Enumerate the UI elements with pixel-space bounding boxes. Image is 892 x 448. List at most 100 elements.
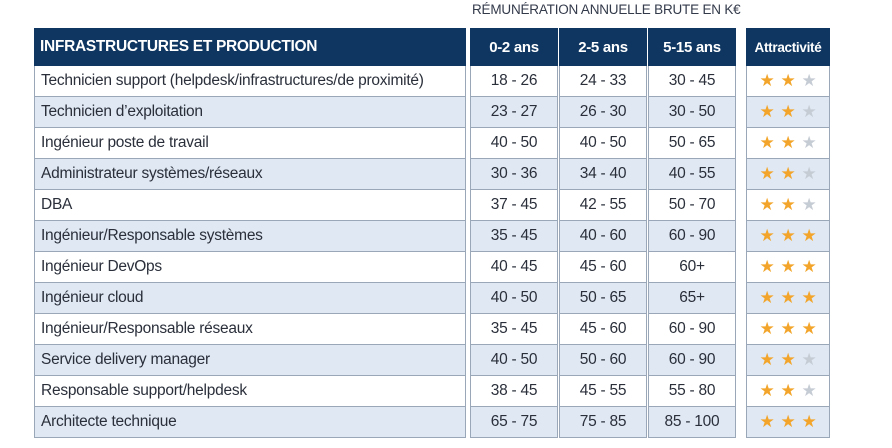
job-title: Ingénieur/Responsable systèmes: [34, 221, 466, 252]
attractivity-rating: ★ ★ ★: [746, 128, 830, 159]
star-filled-icon: ★: [759, 257, 775, 276]
salary-5-15: 55 - 80: [648, 376, 736, 407]
attractivity-rating: ★ ★ ★: [746, 190, 830, 221]
salary-2-5: 40 - 60: [559, 221, 647, 252]
column-gap: [736, 314, 746, 345]
salary-0-2: 37 - 45: [470, 190, 558, 221]
salary-5-15: 60 - 90: [648, 345, 736, 376]
salary-0-2: 65 - 75: [470, 407, 558, 438]
job-title: DBA: [34, 190, 466, 221]
column-gap: [736, 66, 746, 97]
star-filled-icon: ★: [759, 350, 775, 369]
star-empty-icon: ★: [801, 381, 817, 400]
header-2-5-years: 2-5 ans: [559, 28, 647, 66]
star-filled-icon: ★: [759, 133, 775, 152]
star-empty-icon: ★: [801, 133, 817, 152]
salary-0-2: 40 - 50: [470, 345, 558, 376]
star-filled-icon: ★: [780, 257, 796, 276]
star-filled-icon: ★: [801, 319, 817, 338]
star-filled-icon: ★: [801, 257, 817, 276]
salary-5-15: 60 - 90: [648, 221, 736, 252]
salary-2-5: 24 - 33: [559, 66, 647, 97]
salary-0-2: 18 - 26: [470, 66, 558, 97]
salary-0-2: 38 - 45: [470, 376, 558, 407]
attractivity-rating: ★ ★ ★: [746, 221, 830, 252]
salary-2-5: 45 - 60: [559, 314, 647, 345]
star-empty-icon: ★: [801, 164, 817, 183]
salary-0-2: 40 - 45: [470, 252, 558, 283]
attractivity-rating: ★ ★ ★: [746, 376, 830, 407]
header-0-2-years: 0-2 ans: [470, 28, 558, 66]
salary-2-5: 50 - 60: [559, 345, 647, 376]
star-filled-icon: ★: [759, 381, 775, 400]
attractivity-rating: ★ ★ ★: [746, 159, 830, 190]
column-gap: [736, 252, 746, 283]
salary-0-2: 40 - 50: [470, 128, 558, 159]
column-gap: [736, 345, 746, 376]
salary-2-5: 45 - 60: [559, 252, 647, 283]
salary-2-5: 26 - 30: [559, 97, 647, 128]
job-title: Architecte technique: [34, 407, 466, 438]
star-empty-icon: ★: [801, 102, 817, 121]
salary-0-2: 40 - 50: [470, 283, 558, 314]
star-filled-icon: ★: [759, 288, 775, 307]
salary-0-2: 35 - 45: [470, 314, 558, 345]
attractivity-rating: ★ ★ ★: [746, 345, 830, 376]
star-filled-icon: ★: [780, 195, 796, 214]
column-gap: [736, 376, 746, 407]
attractivity-rating: ★ ★ ★: [746, 283, 830, 314]
star-empty-icon: ★: [801, 195, 817, 214]
star-filled-icon: ★: [759, 195, 775, 214]
salary-2-5: 40 - 50: [559, 128, 647, 159]
salary-5-15: 30 - 45: [648, 66, 736, 97]
column-gap: [736, 159, 746, 190]
column-gap: [736, 28, 746, 66]
attractivity-rating: ★ ★ ★: [746, 314, 830, 345]
job-title: Ingénieur/Responsable réseaux: [34, 314, 466, 345]
star-filled-icon: ★: [780, 102, 796, 121]
attractivity-rating: ★ ★ ★: [746, 97, 830, 128]
header-5-15-years: 5-15 ans: [648, 28, 736, 66]
column-gap: [736, 190, 746, 221]
job-title: Service delivery manager: [34, 345, 466, 376]
job-title: Ingénieur DevOps: [34, 252, 466, 283]
salary-5-15: 85 - 100: [648, 407, 736, 438]
salary-5-15: 30 - 50: [648, 97, 736, 128]
salary-5-15: 60 - 90: [648, 314, 736, 345]
job-title: Ingénieur cloud: [34, 283, 466, 314]
salary-5-15: 60+: [648, 252, 736, 283]
star-filled-icon: ★: [780, 164, 796, 183]
column-gap: [736, 283, 746, 314]
column-gap: [736, 128, 746, 159]
star-filled-icon: ★: [759, 71, 775, 90]
star-filled-icon: ★: [780, 226, 796, 245]
salary-2-5: 50 - 65: [559, 283, 647, 314]
salary-5-15: 65+: [648, 283, 736, 314]
column-gap: [736, 97, 746, 128]
star-empty-icon: ★: [801, 350, 817, 369]
header-category: INFRASTRUCTURES ET PRODUCTION: [34, 28, 466, 66]
attractivity-rating: ★ ★ ★: [746, 252, 830, 283]
salary-caption: RÉMUNÉRATION ANNUELLE BRUTE EN K€: [472, 2, 741, 17]
column-gap: [736, 407, 746, 438]
job-title: Administrateur systèmes/réseaux: [34, 159, 466, 190]
salary-2-5: 45 - 55: [559, 376, 647, 407]
salary-2-5: 34 - 40: [559, 159, 647, 190]
star-filled-icon: ★: [801, 288, 817, 307]
attractivity-rating: ★ ★ ★: [746, 407, 830, 438]
job-title: Technicien support (helpdesk/infrastruct…: [34, 66, 466, 97]
star-filled-icon: ★: [801, 226, 817, 245]
salary-5-15: 40 - 55: [648, 159, 736, 190]
salary-0-2: 35 - 45: [470, 221, 558, 252]
salary-5-15: 50 - 65: [648, 128, 736, 159]
star-filled-icon: ★: [780, 319, 796, 338]
star-filled-icon: ★: [759, 412, 775, 431]
star-filled-icon: ★: [759, 102, 775, 121]
salary-2-5: 42 - 55: [559, 190, 647, 221]
salary-table: INFRASTRUCTURES ET PRODUCTION 0-2 ans 2-…: [34, 28, 830, 438]
star-empty-icon: ★: [801, 71, 817, 90]
header-attractivity: Attractivité: [746, 28, 830, 66]
salary-0-2: 23 - 27: [470, 97, 558, 128]
salary-5-15: 50 - 70: [648, 190, 736, 221]
star-filled-icon: ★: [759, 319, 775, 338]
